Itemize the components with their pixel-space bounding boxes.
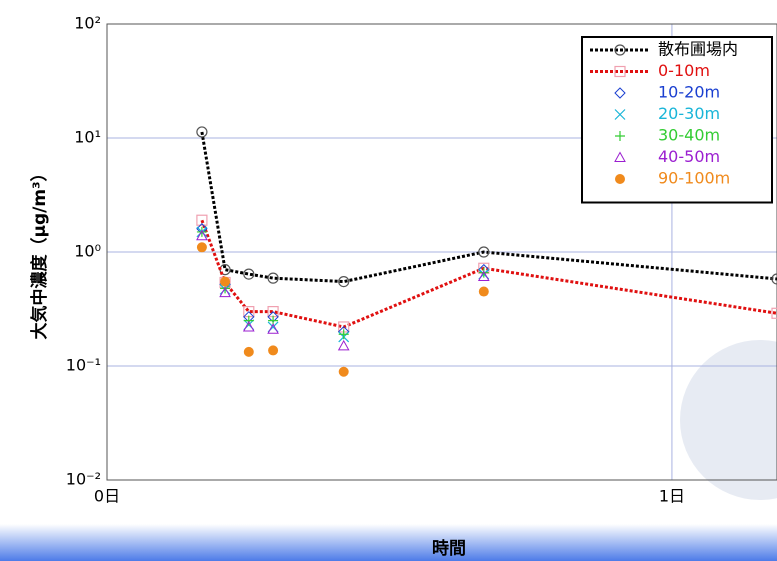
marker xyxy=(614,87,626,99)
marker xyxy=(243,268,255,280)
plot-area xyxy=(196,126,777,377)
marker xyxy=(196,226,207,237)
legend-label: 0-10m xyxy=(658,61,710,80)
y-tick-label: 10¹ xyxy=(74,128,101,147)
y-tick-label: 10⁰ xyxy=(74,242,101,261)
marker xyxy=(196,126,208,138)
marker xyxy=(196,229,208,241)
legend-label: 90-100m xyxy=(658,169,730,188)
legend-box xyxy=(581,36,773,204)
x-tick-label: 1日 xyxy=(659,487,685,506)
legend-label: 40-50m xyxy=(658,147,720,166)
y-axis-label: 大気中濃度（μg/m³） xyxy=(29,164,50,339)
marker xyxy=(614,109,626,120)
legend-label: 10-20m xyxy=(658,83,720,102)
marker xyxy=(338,275,350,288)
marker xyxy=(477,270,490,281)
marker xyxy=(243,346,254,357)
watermark xyxy=(680,340,777,500)
series-line xyxy=(200,131,777,284)
y-tick-label: 10⁻² xyxy=(66,470,101,489)
marker xyxy=(337,339,350,351)
marker xyxy=(242,320,255,332)
marker xyxy=(614,44,626,56)
marker xyxy=(267,323,279,334)
y-tick-label: 10⁻¹ xyxy=(66,356,101,375)
marker xyxy=(614,151,626,162)
legend-label: 散布圃場内 xyxy=(658,40,738,59)
marker xyxy=(614,65,626,78)
x-tick-label: 0日 xyxy=(94,487,120,506)
marker xyxy=(478,286,489,297)
marker xyxy=(338,329,349,340)
marker xyxy=(196,214,208,226)
marker xyxy=(478,246,490,258)
marker xyxy=(615,174,625,184)
marker xyxy=(196,242,207,253)
y-tick-label: 10² xyxy=(74,14,101,33)
marker xyxy=(220,276,231,287)
legend-label: 30-40m xyxy=(658,126,720,145)
marker xyxy=(615,131,625,141)
x-axis-label: 時間 xyxy=(432,538,466,559)
marker xyxy=(243,315,254,326)
marker xyxy=(338,366,349,377)
marker xyxy=(219,286,231,298)
marker xyxy=(267,272,279,284)
marker xyxy=(478,267,489,278)
marker xyxy=(268,345,279,356)
marker xyxy=(771,273,777,285)
legend-label: 20-30m xyxy=(658,104,720,123)
footer-bar xyxy=(0,524,777,561)
marker xyxy=(771,307,777,319)
plot-frame xyxy=(106,23,777,481)
